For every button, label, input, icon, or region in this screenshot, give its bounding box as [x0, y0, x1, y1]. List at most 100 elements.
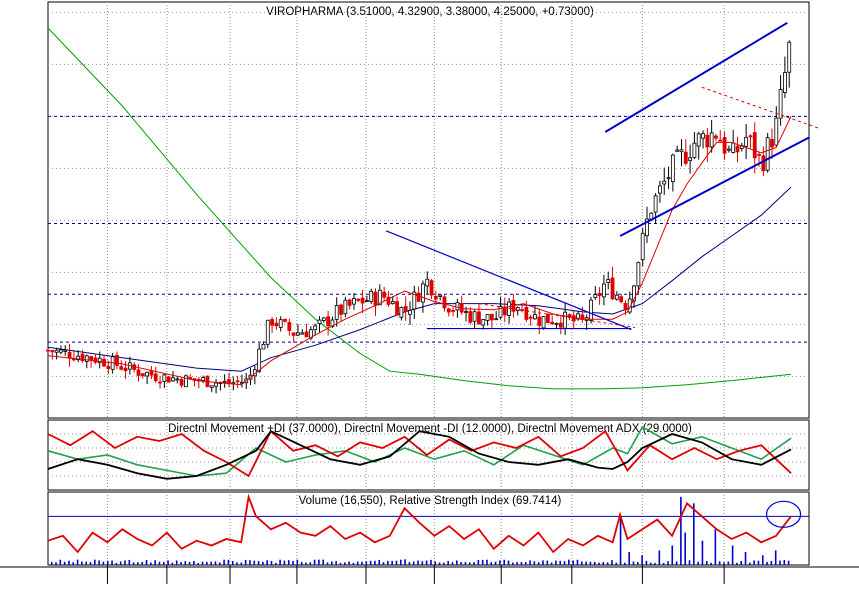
- candle-body: [770, 138, 774, 148]
- dashed-trendline: [701, 86, 821, 130]
- candle-body: [63, 349, 68, 352]
- candle-body: [343, 299, 348, 315]
- candle-body: [610, 277, 615, 300]
- price-layer: [46, 21, 821, 394]
- candle-body: [360, 297, 365, 304]
- candle-body: [446, 308, 451, 313]
- candle-body: [296, 332, 300, 336]
- candle-body: [705, 134, 710, 148]
- candle-body: [589, 299, 593, 321]
- candle-body: [528, 316, 533, 319]
- candle-body: [787, 41, 792, 73]
- dmi-title: Directnl Movement +DI (37.0000), Directn…: [168, 423, 692, 435]
- candle-body: [412, 291, 417, 310]
- candle-body: [489, 313, 494, 321]
- candle-body: [274, 322, 279, 327]
- candle-body: [731, 142, 736, 153]
- candle-body: [188, 377, 193, 379]
- candle-body: [84, 355, 89, 362]
- candle-body: [50, 350, 55, 353]
- candle-body: [472, 311, 477, 322]
- candle-body: [602, 283, 606, 298]
- candle-body: [783, 72, 787, 93]
- candle-body: [537, 316, 542, 326]
- candle-body: [334, 305, 339, 320]
- candle-body: [778, 89, 783, 119]
- candle-body: [533, 314, 537, 320]
- candle-body: [162, 374, 167, 382]
- candle-body: [106, 366, 111, 369]
- candle-body: [201, 377, 206, 381]
- candle-body: [464, 311, 468, 313]
- candle-body: [257, 348, 262, 372]
- candle-body: [347, 299, 352, 306]
- candle-body: [89, 356, 93, 360]
- candle-body: [765, 137, 770, 171]
- candle-body: [558, 322, 563, 328]
- candle-body: [425, 278, 430, 287]
- candle-body: [386, 296, 391, 305]
- candle-body: [645, 218, 649, 237]
- candle-body: [390, 301, 395, 305]
- candle-body: [119, 366, 124, 370]
- candle-body: [166, 376, 171, 383]
- candle-body: [757, 154, 761, 156]
- candle-body: [688, 157, 693, 161]
- candle-body: [270, 319, 274, 326]
- highlight-circle: [765, 500, 802, 528]
- candle-body: [214, 382, 218, 387]
- candle-body: [356, 298, 361, 301]
- candle-body: [696, 133, 701, 147]
- candle-body: [158, 381, 162, 384]
- price-title: VIROPHARMA (3.51000, 4.32900, 3.38000, 4…: [266, 6, 594, 18]
- candle-body: [102, 358, 106, 367]
- ma-long-line: [47, 27, 792, 390]
- candle-body: [369, 290, 374, 302]
- candle-body: [683, 151, 688, 164]
- candle-body: [403, 306, 408, 313]
- candle-body: [597, 292, 602, 297]
- candle-body: [46, 349, 50, 352]
- candle-body: [321, 317, 326, 321]
- trendline: [385, 230, 632, 331]
- candle-body: [153, 373, 158, 382]
- candle-body: [468, 311, 473, 323]
- candle-body: [171, 377, 175, 382]
- candle-body: [554, 322, 559, 325]
- candle-body: [545, 313, 550, 324]
- candle-body: [373, 291, 378, 306]
- axis-labels-layer: [106, 565, 725, 584]
- candle-body: [632, 285, 636, 302]
- candle-body: [399, 306, 404, 318]
- price-panel-frame: [47, 1, 810, 419]
- candle-body: [726, 148, 731, 151]
- trendline: [604, 21, 788, 133]
- candle-body: [222, 380, 227, 383]
- candle-body: [640, 232, 645, 261]
- candle-body: [735, 145, 740, 153]
- candle-body: [477, 311, 481, 325]
- dmi-layer: [47, 425, 792, 480]
- candle-body: [679, 149, 684, 153]
- dmi-panel-frame: [47, 419, 810, 491]
- candle-body: [502, 306, 507, 316]
- candle-body: [744, 136, 749, 147]
- candle-body: [93, 357, 98, 363]
- candle-body: [140, 373, 145, 377]
- candle-body: [364, 300, 369, 302]
- candle-body: [54, 349, 59, 353]
- candle-body: [416, 292, 421, 302]
- dashed-trendline: [478, 303, 636, 329]
- volume-rsi-title: Volume (16,550), Relative Strength Index…: [299, 495, 562, 507]
- candle-body: [330, 319, 335, 327]
- candle-body: [175, 378, 180, 381]
- candle-body: [184, 375, 188, 388]
- volume-panel-frame: [47, 491, 810, 566]
- candle-body: [145, 371, 150, 377]
- candle-body: [701, 133, 705, 139]
- candle-body: [481, 319, 486, 326]
- candle-body: [283, 318, 287, 322]
- candle-body: [382, 291, 387, 298]
